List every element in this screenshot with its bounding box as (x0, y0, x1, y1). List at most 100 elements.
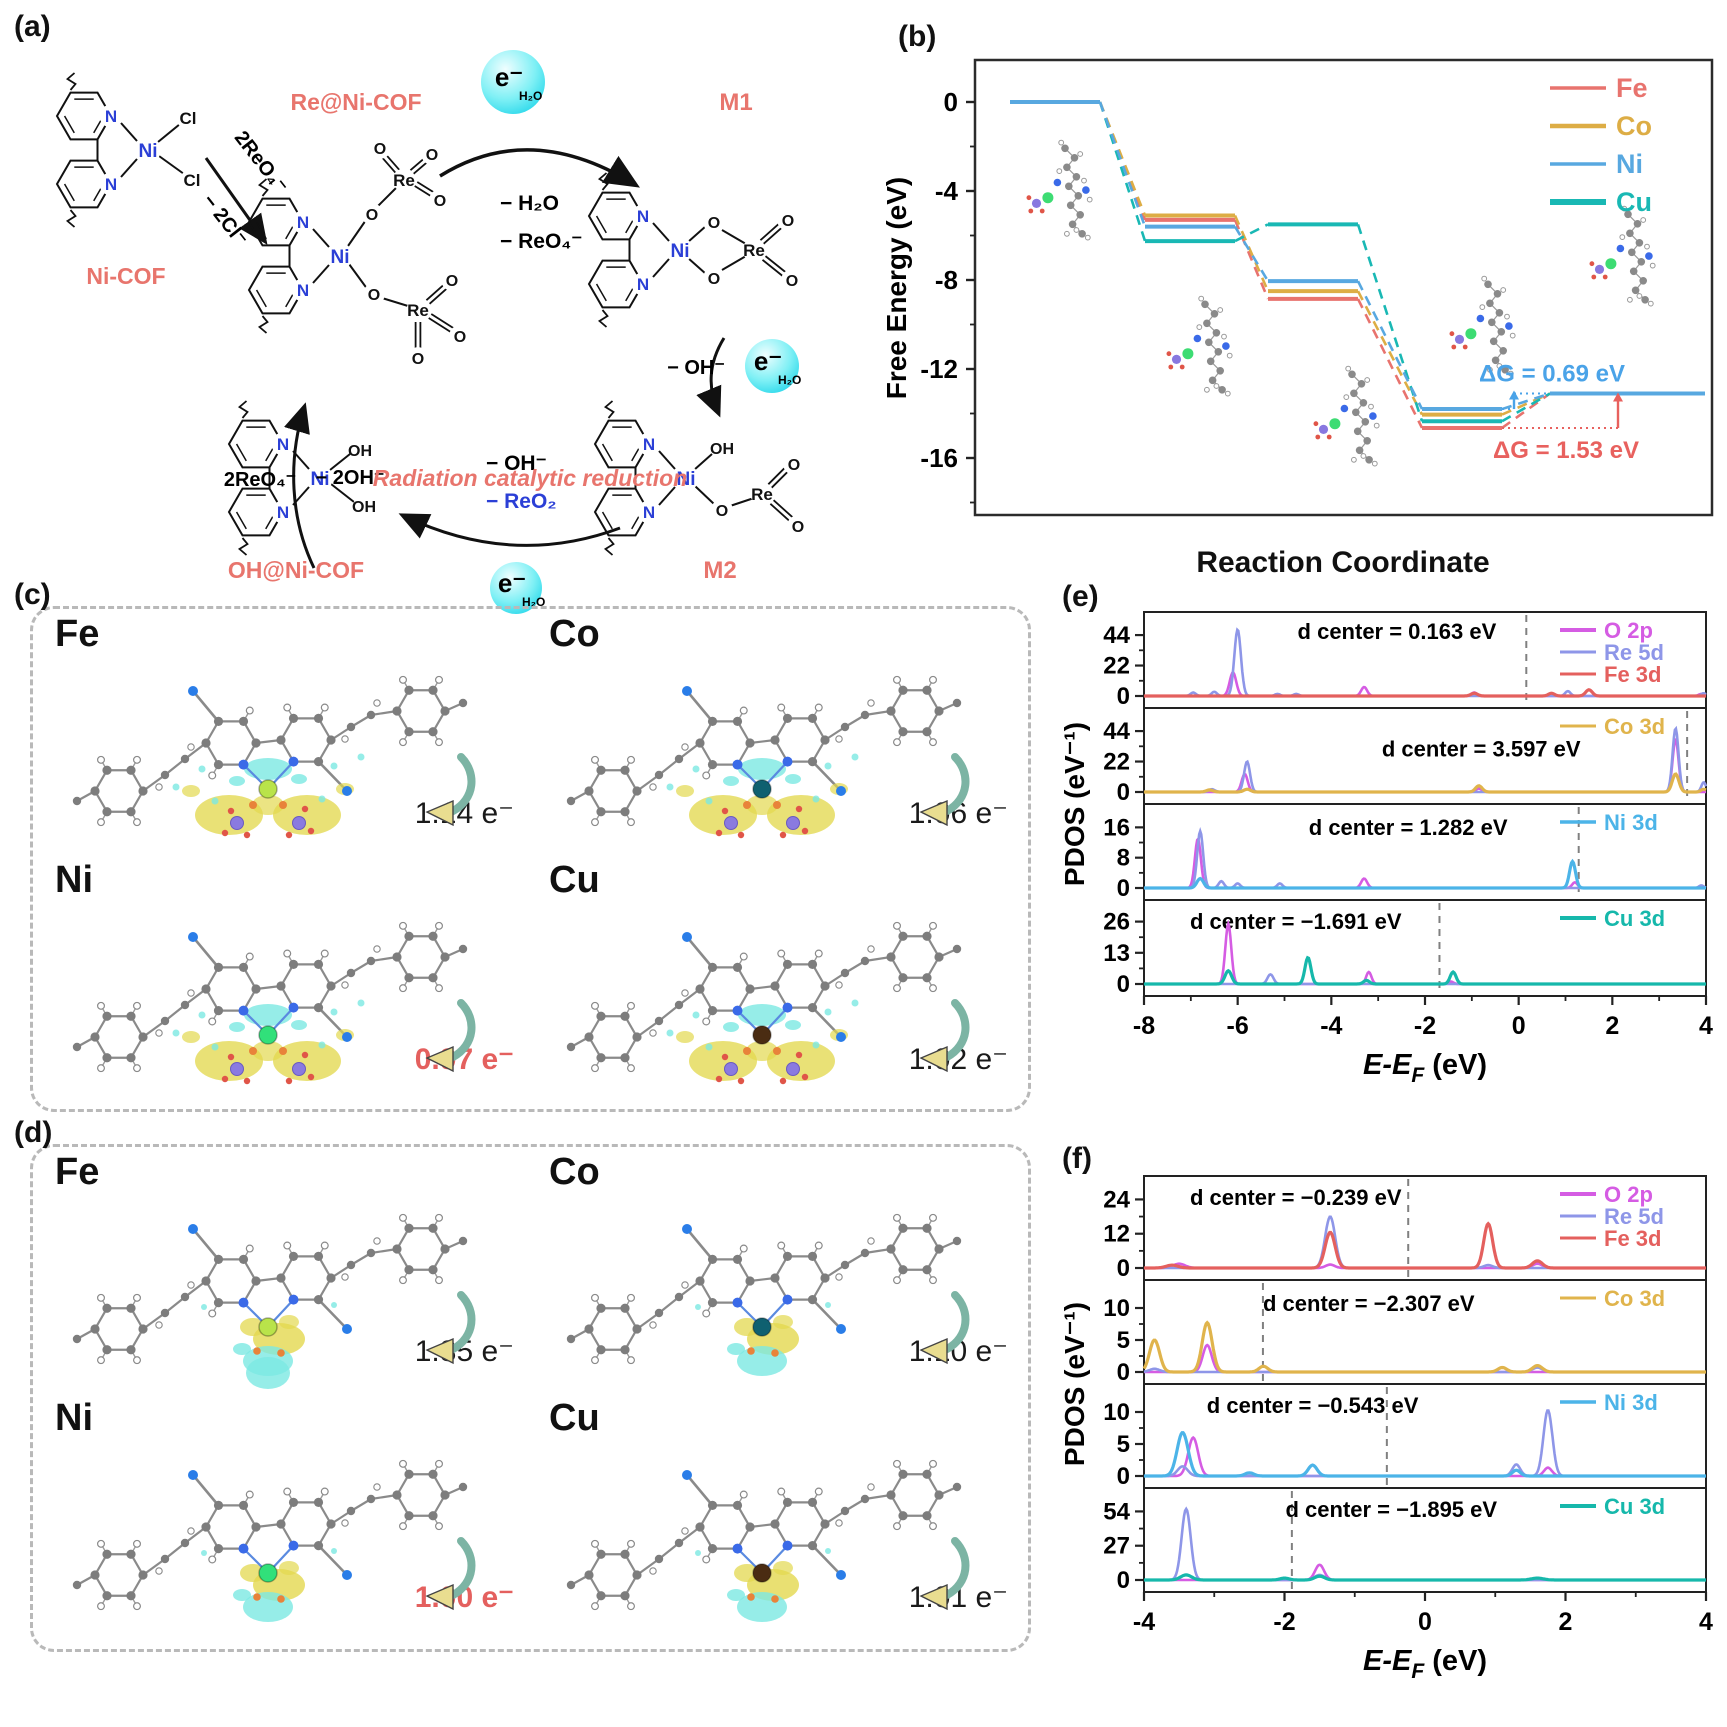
svg-text:44: 44 (1103, 622, 1130, 649)
svg-text:Cu 3d: Cu 3d (1604, 906, 1665, 931)
svg-text:-2: -2 (1414, 1012, 1436, 1040)
panel-c-label: (c) (14, 578, 51, 611)
svg-text:d center = 3.597 eV: d center = 3.597 eV (1382, 736, 1581, 761)
svg-text:O 2p: O 2p (1604, 1182, 1653, 1207)
svg-text:N: N (105, 107, 117, 126)
panel-c-cell-ni: Ni 0.97 e⁻ (39, 859, 526, 1101)
svg-text:H₂O: H₂O (519, 89, 542, 103)
svg-text:2ReO₄⁻: 2ReO₄⁻ (224, 469, 296, 491)
svg-text:Ni: Ni (331, 247, 350, 268)
svg-text:Ni 3d: Ni 3d (1604, 810, 1658, 835)
panel-d-label: (d) (14, 1116, 53, 1149)
svg-text:-16: -16 (920, 443, 958, 473)
svg-text:O: O (792, 519, 804, 536)
svg-text:Ni: Ni (1616, 149, 1643, 179)
svg-text:E-EF (eV): E-EF (eV) (1363, 1049, 1487, 1087)
svg-text:OH: OH (710, 441, 734, 458)
svg-text:e⁻: e⁻ (754, 346, 782, 376)
svg-text:M1: M1 (719, 89, 752, 116)
svg-text:26: 26 (1103, 909, 1130, 936)
svg-text:27: 27 (1103, 1533, 1130, 1560)
svg-text:Fe 3d: Fe 3d (1604, 662, 1661, 687)
svg-text:H₂O: H₂O (778, 373, 801, 387)
molecule-structure (72, 921, 468, 1085)
panel-d-cell-co: Co 1.10 e⁻ (533, 1151, 1020, 1393)
svg-text:− 2OH⁻: − 2OH⁻ (316, 467, 385, 489)
panel-d-cell-fe: Fe 1.35 e⁻ (39, 1151, 526, 1393)
svg-text:Cl: Cl (184, 171, 201, 190)
svg-text:O: O (708, 215, 720, 232)
svg-text:d center = −0.239 eV: d center = −0.239 eV (1190, 1185, 1402, 1210)
svg-text:0: 0 (1117, 1567, 1130, 1594)
panel-d-cell-cu: Cu 1.01 e⁻ (533, 1397, 1020, 1639)
svg-text:PDOS (eV⁻¹): PDOS (eV⁻¹) (1059, 1302, 1090, 1466)
panel-b-free-energy-chart: 0 -4 -8 -12 -16 Free Energy (eV) Fe Co Ni Cu ΔG = … (881, 58, 1714, 517)
panel-d-box: Fe 1.35 e⁻ Co 1.10 e⁻ Ni 1.00 e⁻ Cu 1.01… (30, 1144, 1031, 1652)
svg-text:-12: -12 (920, 354, 958, 384)
svg-text:-8: -8 (935, 265, 958, 295)
svg-text:Re: Re (751, 485, 773, 504)
svg-text:4: 4 (1699, 1012, 1713, 1040)
svg-text:N: N (643, 435, 655, 454)
svg-text:N: N (277, 503, 289, 522)
svg-text:d center = −1.895 eV: d center = −1.895 eV (1285, 1497, 1497, 1522)
svg-text:0: 0 (944, 87, 958, 117)
svg-text:O: O (708, 271, 720, 288)
svg-text:O: O (782, 213, 794, 230)
metal-label: Co (549, 613, 600, 655)
svg-text:2: 2 (1559, 1608, 1573, 1636)
svg-text:5: 5 (1117, 1431, 1130, 1458)
svg-text:O: O (786, 273, 798, 290)
svg-text:44: 44 (1103, 718, 1130, 745)
panel-a-label: (a) (14, 10, 51, 43)
svg-text:O: O (374, 141, 386, 158)
svg-text:Fe: Fe (1616, 73, 1648, 103)
electron-transfer-arrow-icon (425, 753, 476, 827)
svg-text:0: 0 (1512, 1012, 1526, 1040)
svg-text:N: N (297, 281, 309, 300)
panel-e-label: (e) (1062, 580, 1099, 613)
svg-text:Ni: Ni (139, 141, 158, 162)
svg-text:N: N (277, 435, 289, 454)
svg-text:d center = 0.163 eV: d center = 0.163 eV (1298, 619, 1497, 644)
svg-text:ΔG = 1.53 eV: ΔG = 1.53 eV (1493, 437, 1639, 464)
svg-text:Co 3d: Co 3d (1604, 714, 1665, 739)
svg-text:Cu 3d: Cu 3d (1604, 1494, 1665, 1519)
svg-text:-2: -2 (1273, 1608, 1295, 1636)
svg-text:H₂O: H₂O (522, 595, 545, 609)
svg-text:N: N (643, 503, 655, 522)
svg-text:e⁻: e⁻ (498, 568, 526, 598)
panel-c-box: Fe 1.14 e⁻ Co 1.06 e⁻ Ni 0.97 e⁻ Cu 1.02… (30, 606, 1031, 1112)
svg-text:10: 10 (1103, 1295, 1130, 1322)
svg-text:N: N (637, 207, 649, 226)
svg-text:0: 0 (1117, 779, 1130, 806)
electron-transfer-arrow-icon (425, 1291, 476, 1365)
svg-text:− ReO₂: − ReO₂ (486, 490, 557, 513)
electron-transfer-arrow-icon (919, 1291, 970, 1365)
svg-text:8: 8 (1117, 845, 1130, 872)
metal-label: Co (549, 1151, 600, 1193)
svg-text:Re: Re (393, 171, 415, 190)
svg-text:N: N (297, 213, 309, 232)
molecule-structure (72, 1213, 468, 1389)
molecule-structure (566, 1213, 962, 1376)
molecule-structure (72, 1459, 468, 1622)
svg-text:OH: OH (348, 443, 372, 460)
svg-text:Free Energy (eV): Free Energy (eV) (881, 177, 912, 400)
svg-text:O: O (426, 147, 438, 164)
svg-text:N: N (105, 175, 117, 194)
svg-text:O: O (412, 351, 424, 368)
electron-transfer-arrow-icon (425, 999, 476, 1073)
panel-b-xlabel: Reaction Coordinate (1196, 546, 1490, 579)
svg-text:22: 22 (1103, 749, 1130, 776)
metal-label: Cu (549, 859, 600, 901)
svg-text:− H₂O: − H₂O (500, 192, 559, 215)
svg-text:16: 16 (1103, 814, 1130, 841)
svg-text:Re 5d: Re 5d (1604, 640, 1664, 665)
svg-text:Re 5d: Re 5d (1604, 1204, 1664, 1229)
metal-label: Fe (55, 613, 100, 655)
